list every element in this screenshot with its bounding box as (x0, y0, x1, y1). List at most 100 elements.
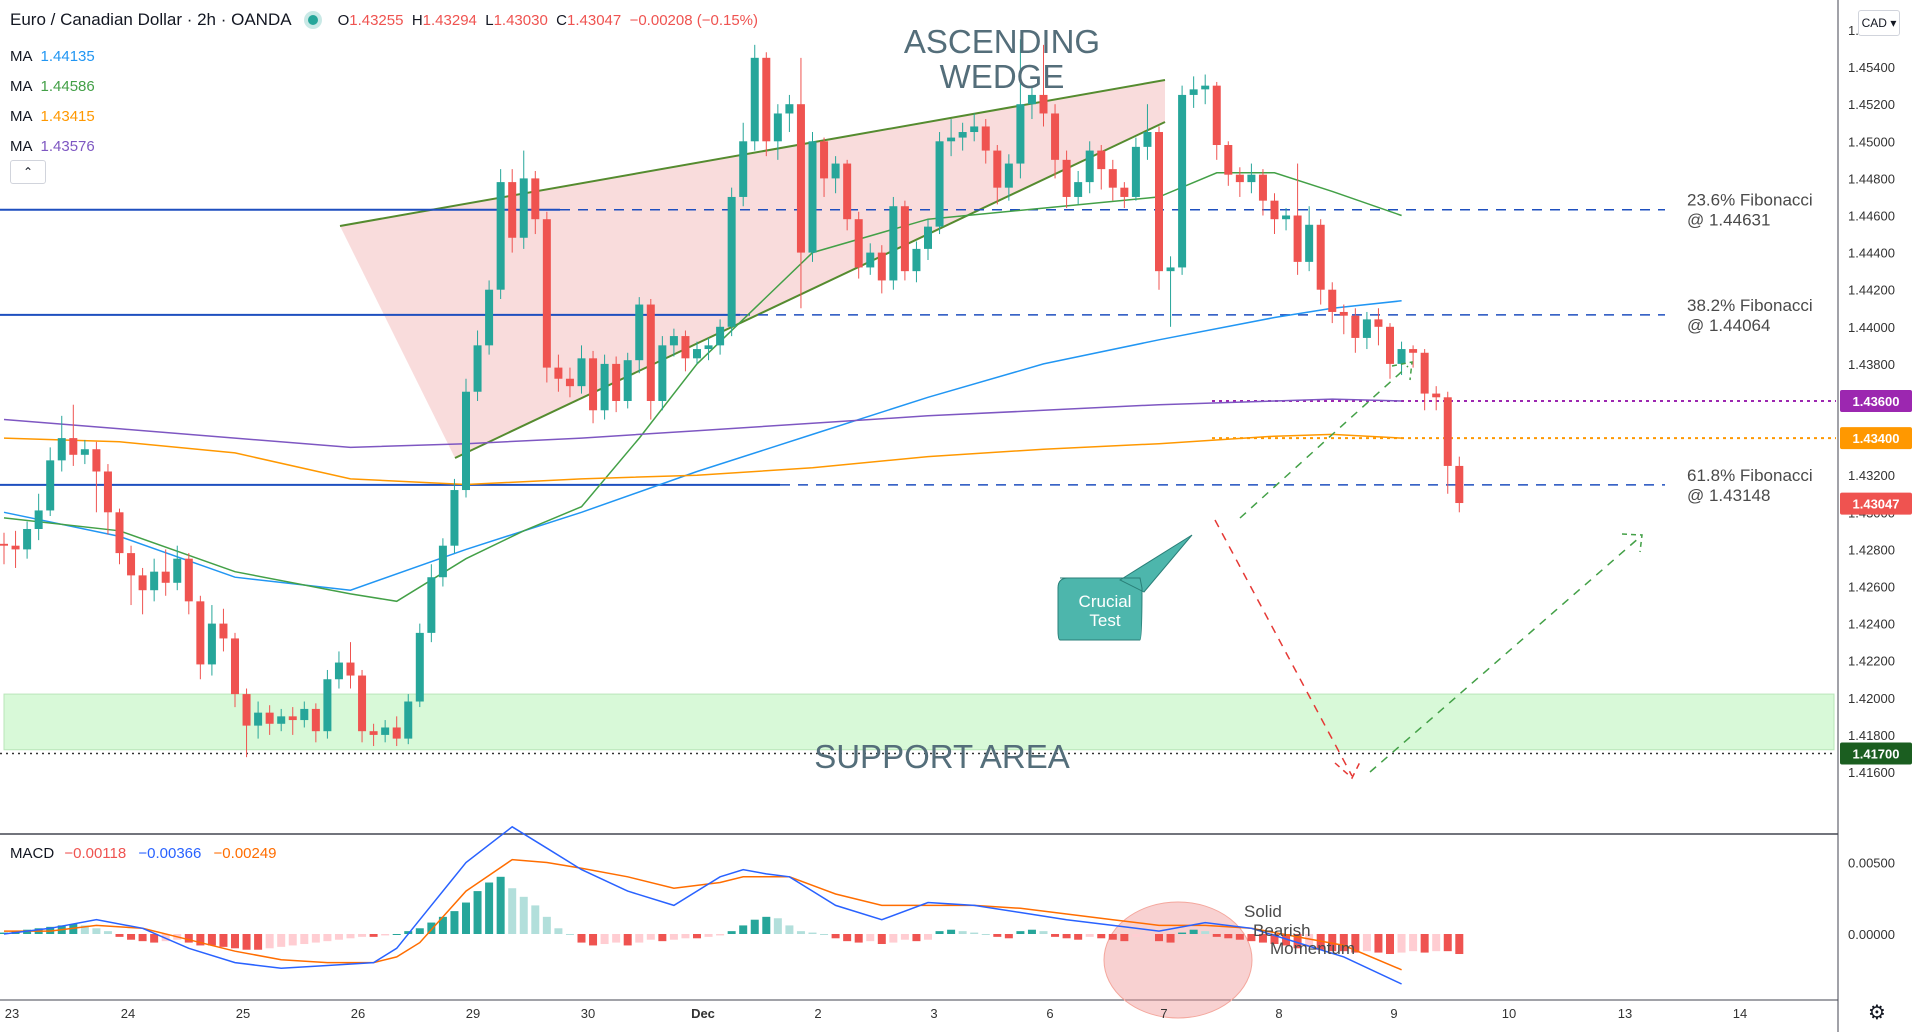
x-tick-label: 6 (1046, 1006, 1053, 1021)
x-tick-label: 9 (1390, 1006, 1397, 1021)
macd-histogram-bar (369, 934, 378, 937)
candle-body (1328, 289, 1337, 312)
candle-body (889, 206, 898, 281)
candle-body (1212, 85, 1221, 146)
macd-histogram-bar (427, 922, 436, 934)
candle-body (1143, 132, 1152, 147)
candle-body (565, 378, 574, 387)
macd-histogram-bar (843, 934, 852, 942)
macd-histogram-bar (1062, 934, 1071, 939)
gear-icon[interactable]: ⚙ (1868, 1002, 1886, 1024)
ma-legend-row[interactable]: MA 1.43415 (10, 108, 95, 125)
candle-body (1085, 150, 1094, 183)
price-tag-label: 1.43047 (1853, 497, 1900, 512)
x-tick-label: 14 (1733, 1006, 1747, 1021)
candle-body (924, 226, 932, 249)
ma-line-1 (3, 300, 1402, 591)
y-tick-label: 1.44800 (1848, 171, 1895, 186)
x-tick-label: 3 (930, 1006, 937, 1021)
candle-body (161, 571, 170, 583)
x-tick-label: 7 (1160, 1006, 1167, 1021)
price-tag-label: 1.43600 (1853, 394, 1900, 409)
candle-body (231, 638, 239, 695)
wedge-label: WEDGE (940, 58, 1065, 95)
candle-body (173, 558, 182, 583)
macd-histogram-bar (924, 934, 932, 940)
candle-body (635, 304, 644, 361)
candle-body (820, 141, 829, 179)
macd-histogram-bar (334, 934, 343, 940)
candle-body (1247, 174, 1256, 183)
currency-selector[interactable]: CAD ▾ (1858, 10, 1900, 36)
candle-body (1235, 174, 1244, 183)
candle-body (1155, 132, 1163, 272)
candle-body (265, 712, 274, 724)
collapse-legend-button[interactable]: ⌃ (10, 160, 46, 184)
price-tag (1840, 492, 1912, 515)
candle-body (1432, 393, 1441, 398)
macd-histogram-bar (219, 934, 228, 947)
candle-body (450, 490, 459, 546)
candle-body (704, 345, 713, 350)
candle-body (242, 694, 251, 726)
macd-histogram-bar (1212, 934, 1221, 937)
macd-histogram-bar (265, 934, 274, 949)
macd-histogram-bar (1051, 934, 1060, 937)
candle-body (1258, 174, 1267, 201)
y-tick-label: 1.45400 (1848, 60, 1895, 75)
candle-body (669, 336, 678, 346)
macd-histogram-bar (762, 916, 771, 934)
candle-body (311, 708, 320, 732)
candle-body (473, 345, 482, 392)
ma-line-4 (3, 398, 1402, 449)
candle-body (1131, 146, 1140, 197)
price-tag-label: 1.41700 (1853, 746, 1900, 761)
macd-histogram-bar (438, 916, 447, 934)
macd-histogram-bar (184, 934, 193, 943)
candle-body (34, 510, 43, 529)
macd-histogram-bar (831, 934, 840, 939)
price-tag (1840, 742, 1912, 765)
candle-body (219, 623, 228, 639)
macd-histogram-bar (589, 934, 598, 946)
ma-legend-row[interactable]: MA 1.44586 (10, 78, 95, 95)
x-tick-label: 29 (466, 1006, 480, 1021)
y-tick-label: 1.42400 (1848, 617, 1895, 632)
candle-body (1282, 215, 1291, 220)
macd-histogram-bar (785, 925, 794, 934)
candle-body (912, 248, 921, 272)
wedge-upper-line (339, 79, 1166, 227)
candle-body (1108, 169, 1117, 188)
ma-legend-row[interactable]: MA 1.44135 (10, 48, 95, 65)
macd-histogram-bar (681, 934, 690, 939)
ma-legend-row[interactable]: MA 1.43576 (10, 138, 95, 155)
candle-body (658, 345, 667, 401)
y-tick-label: 1.45200 (1848, 97, 1895, 112)
macd-histogram-bar (866, 934, 875, 942)
macd-signal-line (4, 858, 1402, 971)
macd-histogram-bar (796, 931, 805, 934)
candle-body (381, 727, 390, 735)
candle-body (947, 137, 956, 142)
macd-histogram-bar (103, 931, 112, 934)
callout-text: Crucial (1079, 592, 1132, 611)
macd-histogram-bar (1166, 934, 1175, 943)
macd-histogram-bar (727, 931, 736, 934)
macd-histogram-bar (1027, 929, 1036, 934)
macd-histogram-bar (1235, 934, 1244, 940)
macd-histogram-bar (716, 934, 725, 936)
candle-body (277, 716, 286, 724)
macd-histogram-bar (1016, 931, 1025, 934)
wedge-label: ASCENDING (904, 23, 1100, 60)
y-tick-label: 1.43200 (1848, 468, 1895, 483)
macd-histogram-bar (346, 934, 355, 939)
macd-line (3, 825, 1402, 985)
macd-histogram-bar (1178, 932, 1187, 934)
x-tick-label: 30 (581, 1006, 595, 1021)
y-tick-label: 1.41800 (1848, 728, 1895, 743)
macd-histogram-bar (646, 934, 655, 940)
candle-body (358, 675, 367, 732)
candle-body (1166, 267, 1175, 272)
macd-histogram-bar (993, 934, 1002, 937)
